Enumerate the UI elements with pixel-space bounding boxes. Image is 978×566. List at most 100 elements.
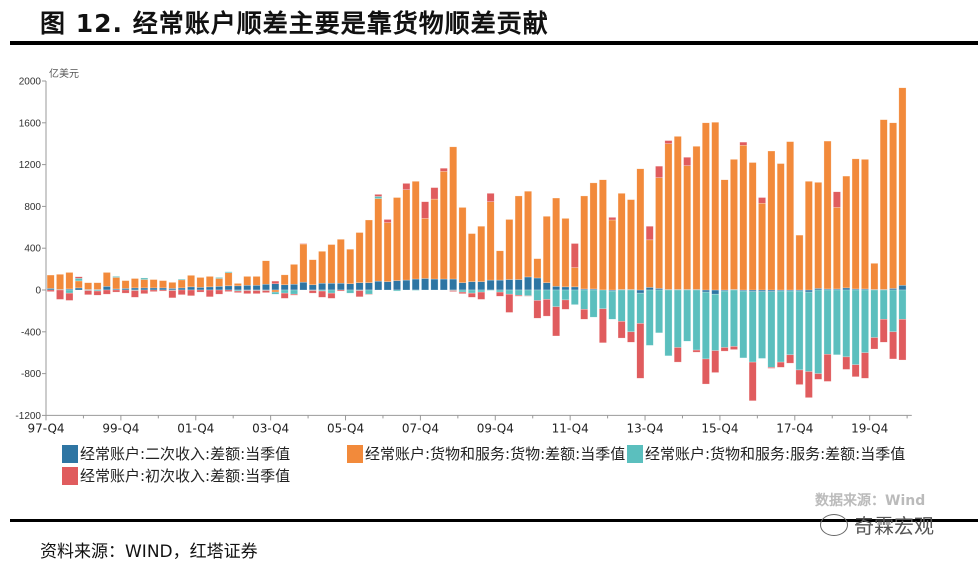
bar-segment-series-3 <box>46 289 55 292</box>
bar-segment-series-1 <box>196 277 205 288</box>
bar-segment-series-1 <box>355 232 364 283</box>
bar-segment-series-3 <box>74 276 83 279</box>
bar-segment-series-1 <box>234 283 242 287</box>
bar-segment-series-0 <box>458 282 467 291</box>
bar-segment-series-3 <box>234 290 242 293</box>
bar-segment-series-2 <box>346 289 355 294</box>
bar-segment-series-1 <box>84 282 92 290</box>
bar-segment-series-1 <box>505 219 514 280</box>
bar-segment-series-3 <box>552 306 560 337</box>
wechat-icon <box>820 513 848 536</box>
bar-segment-series-1 <box>580 195 589 290</box>
figure-title: 图 12. 经常账户顺差主要是靠货物顺差贡献 <box>40 9 549 38</box>
bar-segment-series-1 <box>889 122 897 289</box>
bar-segment-series-0 <box>215 286 224 291</box>
bar-segment-series-0 <box>421 278 429 291</box>
bar-segment-series-0 <box>327 282 336 291</box>
bar-segment-series-3 <box>84 290 92 295</box>
bar-segment-series-3 <box>702 358 710 385</box>
bar-segment-series-2 <box>505 289 514 295</box>
bar-segment-series-3 <box>617 321 626 339</box>
bar-segment-series-3 <box>636 323 645 379</box>
bar-segment-series-0 <box>177 287 186 291</box>
bar-segment-series-1 <box>823 140 832 290</box>
bar-segment-series-1 <box>758 203 766 291</box>
bar-segment-series-1 <box>308 259 317 286</box>
bar-segment-series-3 <box>149 289 158 292</box>
bar-segment-series-1 <box>93 282 102 290</box>
bar-segment-series-3 <box>683 157 692 166</box>
bar-segment-series-3 <box>196 289 205 293</box>
bar-segment-series-0 <box>224 285 233 291</box>
bar-segment-series-2 <box>627 289 635 333</box>
bar-segment-series-2 <box>842 289 851 358</box>
bar-segment-series-1 <box>804 181 813 291</box>
bar-segment-series-2 <box>870 289 879 338</box>
bar-segment-series-1 <box>336 239 345 284</box>
bar-segment-series-3 <box>664 140 673 144</box>
bar-segment-series-3 <box>280 292 289 299</box>
bar-segment-series-1 <box>56 274 64 290</box>
bar-segment-series-0 <box>290 284 298 291</box>
bar-segment-series-0 <box>505 279 514 291</box>
bar-segment-series-0 <box>524 276 532 291</box>
bar-segment-series-1 <box>224 272 233 287</box>
bar-segment-series-3 <box>898 319 907 361</box>
bar-segment-series-0 <box>898 285 907 291</box>
bar-segment-series-2 <box>645 289 654 346</box>
bar-segment-series-1 <box>730 159 738 290</box>
bar-segment-series-2 <box>730 289 738 347</box>
bar-segment-series-1 <box>159 280 167 289</box>
bar-segment-series-1 <box>430 198 439 280</box>
bar-segment-series-2 <box>795 290 804 371</box>
bar-segment-series-1 <box>439 171 448 280</box>
bar-segment-series-0 <box>496 279 504 291</box>
bar-segment-series-1 <box>346 248 355 284</box>
bar-segment-series-2 <box>879 289 888 320</box>
bar-segment-series-3 <box>159 289 167 292</box>
bar-segment-series-0 <box>804 289 813 293</box>
bar-segment-series-0 <box>486 279 495 291</box>
y-tick-label: -800 <box>21 369 41 380</box>
x-tick-label: 01-Q4 <box>177 421 214 435</box>
bar-segment-series-2 <box>486 289 495 291</box>
bar-segment-series-0 <box>196 287 205 291</box>
bar-segment-series-0 <box>102 286 111 291</box>
bar-segment-series-3 <box>767 367 776 369</box>
source-note: 资料来源：WIND，红塔证券 <box>40 542 258 562</box>
bar-segment-series-1 <box>608 219 617 291</box>
bar-segment-series-1 <box>205 276 214 288</box>
bar-segment-series-0 <box>383 281 392 291</box>
bar-segment-series-3 <box>851 364 860 377</box>
bar-segment-series-2 <box>280 289 289 294</box>
bar-segment-series-3 <box>748 361 757 402</box>
bar-segment-series-2 <box>468 289 476 294</box>
bar-segment-series-2 <box>833 289 841 356</box>
y-axis-unit-label: 亿美元 <box>49 67 79 80</box>
legend-swatch <box>627 444 643 463</box>
bar-segment-series-1 <box>524 190 532 278</box>
bar-segment-series-1 <box>851 158 860 290</box>
bar-segment-series-3 <box>439 168 448 172</box>
bar-segment-series-2 <box>702 291 710 360</box>
bar-segment-series-3 <box>336 289 345 292</box>
bar-segment-series-3 <box>374 194 383 197</box>
bar-segment-series-2 <box>542 289 551 300</box>
bar-segment-series-0 <box>374 280 383 291</box>
legend-label: 经常账户:二次收入:差额:当季值 <box>80 445 291 463</box>
bar-segment-series-3 <box>224 289 233 292</box>
x-tick-label: 17-Q4 <box>776 421 813 435</box>
bar-segment-series-0 <box>159 287 167 291</box>
bar-segment-series-2 <box>271 291 280 295</box>
bar-segment-series-0 <box>468 281 476 291</box>
bar-segment-series-2 <box>636 292 645 324</box>
bar-segment-series-1 <box>365 219 373 283</box>
bar-segment-series-3 <box>421 201 429 219</box>
bar-segment-series-3 <box>692 349 701 353</box>
bar-segment-series-2 <box>561 289 570 301</box>
bar-segment-series-0 <box>262 284 270 291</box>
bar-segment-series-3 <box>308 290 317 294</box>
bar-segment-series-2 <box>599 289 607 310</box>
bar-segment-series-1 <box>861 159 869 290</box>
bar-segment-series-3 <box>599 308 607 344</box>
